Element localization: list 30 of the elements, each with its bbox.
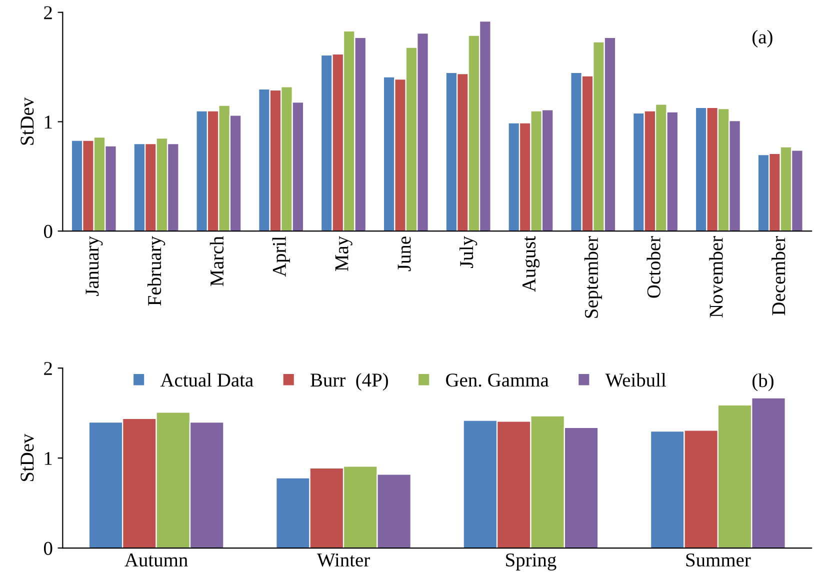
x-tick-label: December [772, 236, 786, 316]
y-tick-label: 1 [44, 116, 52, 128]
x-tick-label: July [459, 236, 478, 268]
x-tick-label: April [272, 236, 290, 277]
legend-label: Gen. Gamma [446, 374, 549, 387]
x-tick-label: June [398, 236, 411, 272]
x-tick-label: February [147, 236, 166, 306]
x-tick-label: Spring [506, 553, 556, 571]
x-tick-label: January [86, 236, 103, 296]
x-tick-label: November [709, 236, 723, 318]
x-tick-label: March [210, 236, 224, 286]
x-tick-label: Summer [686, 553, 751, 567]
y-tick-label: 1 [44, 452, 52, 465]
y-tick-label: 0 [44, 542, 52, 555]
x-tick-label: Winter [316, 553, 370, 567]
x-tick-label: August [522, 236, 540, 292]
legend-label: Actual Data [160, 372, 254, 387]
y-axis-title: StDev [20, 97, 34, 145]
x-tick-label: Autumn [124, 554, 188, 567]
y-tick-label: 0 [44, 224, 52, 238]
legend-label: Weibull [605, 372, 666, 387]
y-axis-title: StDev [20, 434, 34, 482]
legend-label: Burr (4P) [310, 372, 388, 391]
y-tick-label: 2 [44, 362, 52, 375]
annotation: (b) [752, 373, 774, 392]
y-tick-label: 2 [44, 6, 52, 20]
x-tick-label: May [335, 236, 352, 272]
x-tick-label: September [584, 236, 602, 318]
annotation: (a) [752, 30, 772, 48]
x-tick-label: October [646, 236, 660, 298]
